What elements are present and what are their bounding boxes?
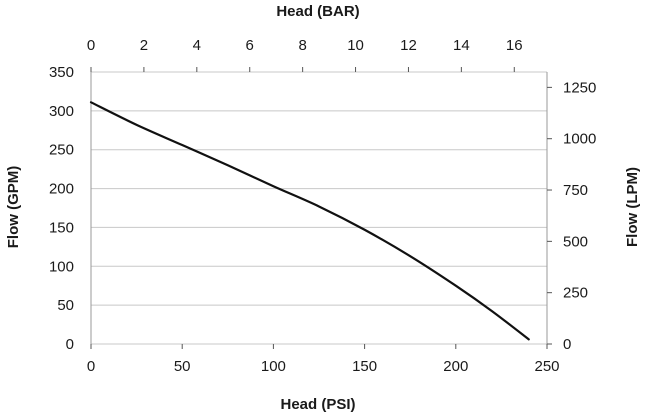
bottom-tick-label: 150 xyxy=(352,358,377,375)
left-tick-label: 50 xyxy=(57,297,74,314)
left-tick-label: 100 xyxy=(49,258,74,275)
top-tick-label: 0 xyxy=(87,37,95,54)
right-tick-label: 1250 xyxy=(563,79,596,96)
top-tick-label: 10 xyxy=(347,37,364,54)
right-tick-label: 250 xyxy=(563,285,588,302)
right-tick-label: 750 xyxy=(563,182,588,199)
bottom-tick-label: 50 xyxy=(174,358,191,375)
top-tick-label: 12 xyxy=(400,37,417,54)
bottom-axis-title: Head (PSI) xyxy=(280,396,355,413)
axis-layer xyxy=(90,67,552,349)
bottom-tick-label: 200 xyxy=(443,358,468,375)
right-tick-label: 0 xyxy=(563,336,571,353)
series-layer xyxy=(89,101,530,341)
bottom-tick-label: 0 xyxy=(87,358,95,375)
right-axis-title: Flow (LPM) xyxy=(624,167,641,247)
left-tick-label: 200 xyxy=(49,181,74,198)
top-tick-label: 14 xyxy=(453,37,470,54)
left-axis-title: Flow (GPM) xyxy=(5,166,22,249)
right-tick-label: 500 xyxy=(563,233,588,250)
series-line-0 xyxy=(89,101,530,341)
left-tick-label: 350 xyxy=(49,64,74,81)
grid-layer xyxy=(91,71,547,345)
top-tick-label: 6 xyxy=(246,37,254,54)
left-tick-label: 300 xyxy=(49,103,74,120)
top-axis-title: Head (BAR) xyxy=(276,3,359,20)
bottom-tick-label: 100 xyxy=(261,358,286,375)
bottom-tick-label: 250 xyxy=(534,358,559,375)
top-tick-label: 8 xyxy=(298,37,306,54)
left-tick-label: 150 xyxy=(49,219,74,236)
top-tick-label: 4 xyxy=(193,37,201,54)
left-tick-label: 0 xyxy=(66,336,74,353)
right-tick-label: 1000 xyxy=(563,131,596,148)
top-tick-label: 16 xyxy=(506,37,523,54)
left-tick-label: 250 xyxy=(49,142,74,159)
top-tick-label: 2 xyxy=(140,37,148,54)
